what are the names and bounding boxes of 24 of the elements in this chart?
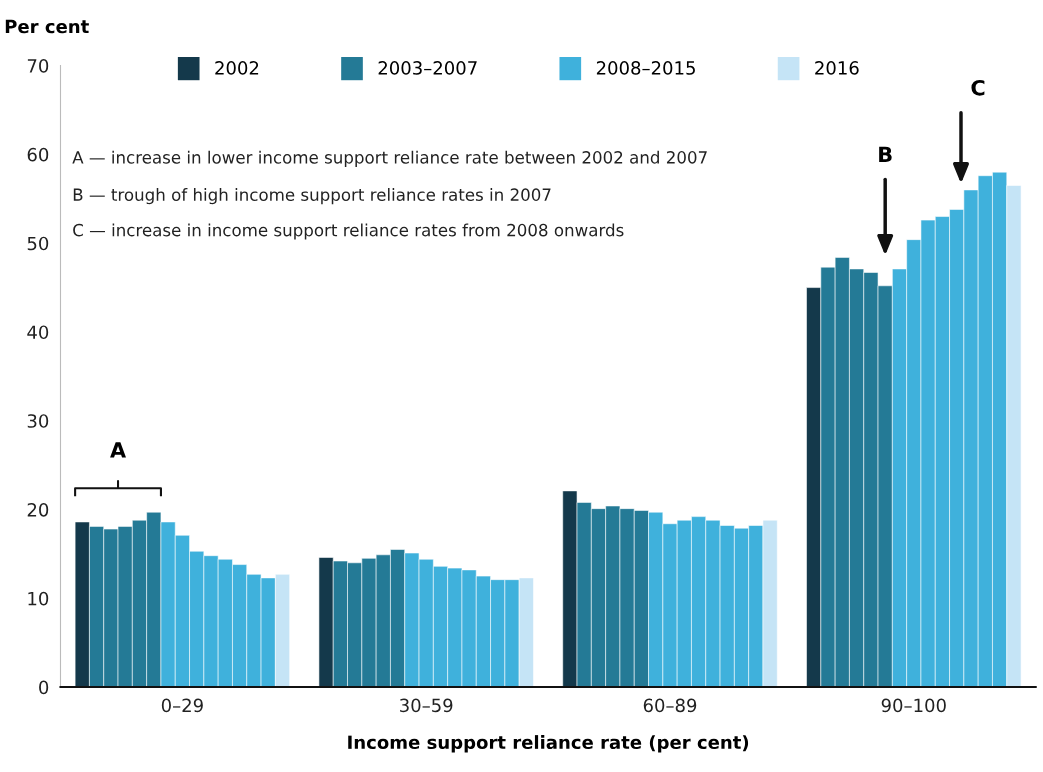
y-tick-label: 30 [27,414,49,428]
y-tick-label: 50 [27,236,49,251]
y-tick-label: 10 [28,591,49,606]
annotation: A — increase in lower income support reliance rate between 2002 and 2007 [72,150,707,167]
annotation: B [879,146,892,162]
x-axis-title: Income support reliance rate (per cent) [348,735,749,753]
annotation: C — increase in income support reliance rates from 2008 onwards [73,223,624,240]
y-tick-label: 60 [27,147,49,162]
annotation: C [971,79,985,96]
annotation: B — trough of high income support reliance rates in 2007 [73,188,551,205]
x-tick-label: 90–100 [881,698,946,713]
legend-label: 2002 [215,61,259,75]
annotation: A [110,442,126,458]
y-tick-label: 0 [39,680,49,695]
y-tick-label: 20 [27,502,49,517]
y-tick-label: 40 [27,325,49,340]
legend-label: 2016 [815,61,859,75]
x-tick-label: 60–89 [643,698,697,713]
legend-label: 2008–2015 [596,61,695,75]
y-axis-title: Per cent [5,19,89,34]
x-tick-label: 0–29 [161,698,203,713]
x-tick-label: 30–59 [400,698,453,713]
legend-label: 2003–2007 [378,61,477,75]
y-tick-label: 70 [27,59,49,73]
